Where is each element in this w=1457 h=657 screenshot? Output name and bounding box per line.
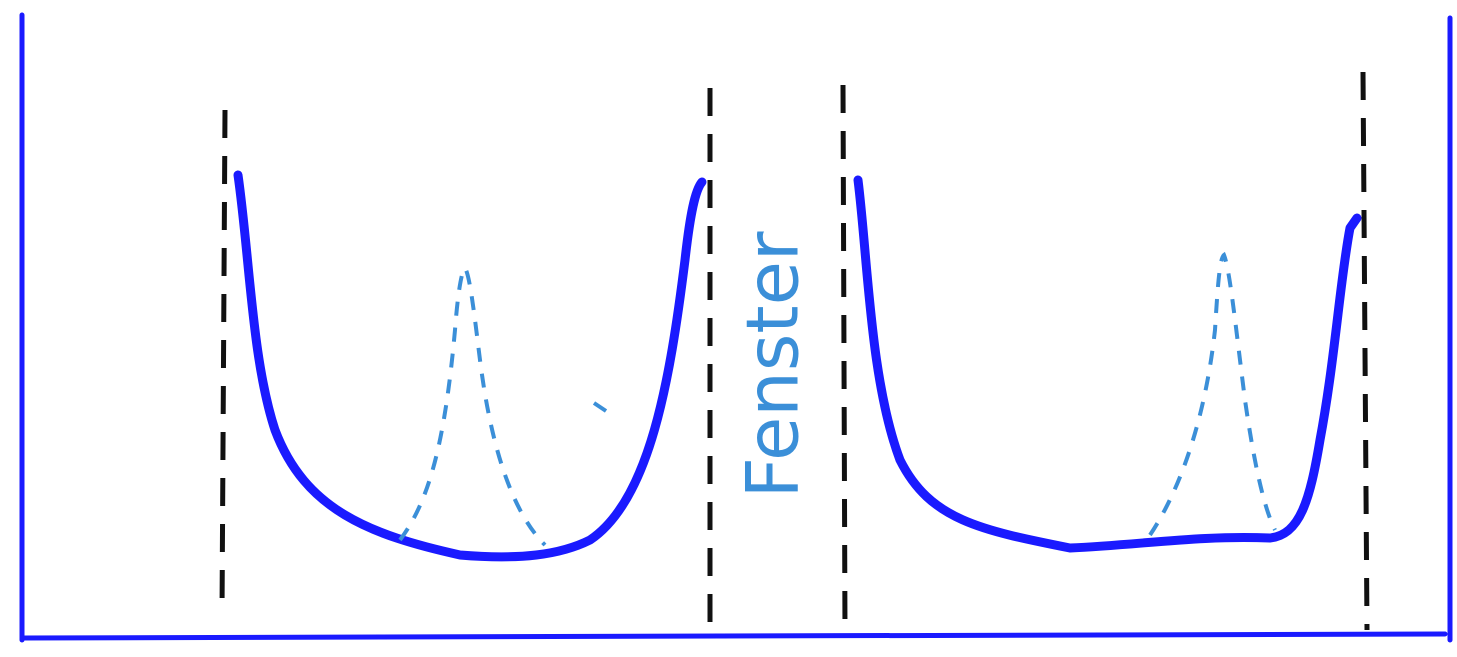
window-label: Fenster bbox=[731, 231, 815, 498]
dashed-peak bbox=[398, 265, 547, 547]
window-response-curve bbox=[233, 170, 707, 562]
window-boundary bbox=[219, 109, 228, 616]
stray-mark bbox=[592, 401, 608, 413]
window-boundary bbox=[1360, 71, 1370, 631]
window-boundary bbox=[840, 84, 848, 636]
dashed-peak bbox=[1148, 251, 1277, 537]
bottom-axis bbox=[19, 631, 1448, 641]
window-response-curve bbox=[853, 175, 1362, 553]
